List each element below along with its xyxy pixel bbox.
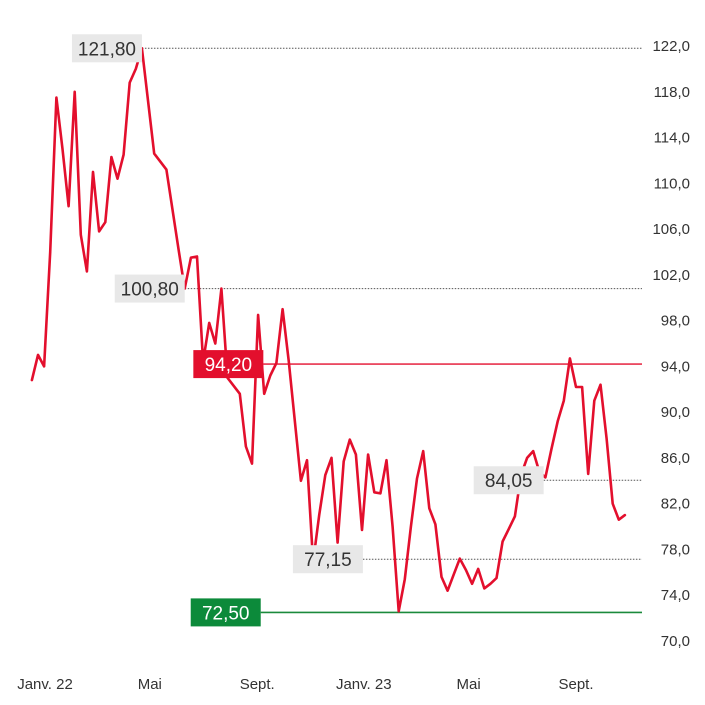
x-axis: Janv. 22 Mai Sept. Janv. 23 Mai Sept. <box>17 676 593 693</box>
y-tick-label: 74,0 <box>661 587 690 604</box>
y-tick-label: 106,0 <box>652 221 690 238</box>
callout-label: 84,05 <box>485 471 533 492</box>
y-tick-label: 78,0 <box>661 541 690 558</box>
callout-label: 100,80 <box>121 280 179 301</box>
callout-label: 77,15 <box>304 550 352 571</box>
y-tick-label: 102,0 <box>652 267 690 284</box>
value-callout: 121,80 <box>71 34 142 63</box>
y-axis: 70,0 74,0 78,0 82,0 86,0 90,0 94,0 98,0 102,0 106… <box>652 38 690 650</box>
y-tick-label: 90,0 <box>661 404 690 421</box>
value-callout: 72,50 <box>190 598 261 627</box>
callout-box <box>71 34 142 63</box>
y-tick-label: 114,0 <box>654 130 690 147</box>
annotations-layer: 121,80 100,80 94,20 84,05 77,15 72,50 <box>71 34 544 627</box>
value-callout: 84,05 <box>473 466 544 495</box>
x-tick-label: Janv. 22 <box>17 676 73 693</box>
y-tick-label: 86,0 <box>661 450 690 467</box>
callout-label: 94,20 <box>205 355 253 376</box>
y-tick-label: 118,0 <box>654 84 690 101</box>
value-callout: 94,20 <box>193 350 264 379</box>
callout-box <box>292 545 363 574</box>
y-tick-label: 82,0 <box>661 496 690 513</box>
x-tick-label: Sept. <box>558 676 593 693</box>
value-callout: 77,15 <box>292 545 363 574</box>
series-layer <box>30 46 627 613</box>
x-tick-label: Mai <box>138 676 162 693</box>
callout-box <box>114 274 185 303</box>
y-tick-label: 98,0 <box>661 313 690 330</box>
value-callout: 100,80 <box>114 274 185 303</box>
y-tick-label: 94,0 <box>661 358 690 375</box>
callout-box <box>473 466 544 495</box>
callout-label: 121,80 <box>78 39 136 60</box>
price-series-line <box>30 46 627 613</box>
x-tick-label: Sept. <box>240 676 275 693</box>
callout-box <box>190 598 261 627</box>
callout-label: 72,50 <box>202 603 250 624</box>
reference-lines <box>141 47 642 614</box>
x-tick-label: Mai <box>456 676 480 693</box>
callout-box <box>193 350 264 379</box>
y-tick-label: 110,0 <box>654 175 690 192</box>
x-tick-label: Janv. 23 <box>336 676 392 693</box>
y-tick-label: 70,0 <box>661 633 690 650</box>
y-tick-label: 122,0 <box>652 38 690 55</box>
